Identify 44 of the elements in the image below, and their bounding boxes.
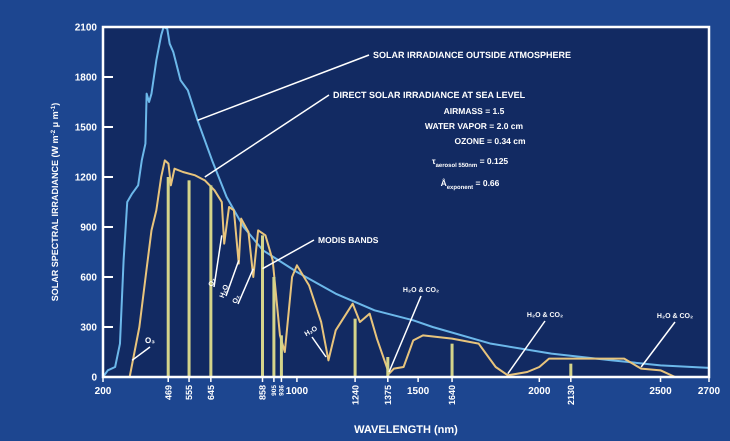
annotation: τ$_{aerosol 550nm}$ = 0.125 [432,156,508,169]
x-tick-label: 200 [94,386,112,397]
bar [450,344,454,377]
x-tick-label: 1000 [286,386,308,397]
bar [386,357,390,377]
annotation: 2130 [566,385,576,406]
annotation: 1375 [382,385,393,406]
annotation: Å$_{exponent}$ = 0.66 [440,178,500,191]
bar [261,235,264,377]
line-series [128,159,676,378]
annotation: 555 [184,385,194,400]
bar [280,335,283,377]
y-tick-label: 300 [80,322,98,334]
y-tick-label: 600 [80,272,98,284]
annotation: 1640 [447,385,458,406]
annotation: 469 [163,385,174,400]
bar [188,180,191,377]
annotation: OZONE = 0.34 cm [454,136,526,146]
annotation: O₃ [145,336,156,345]
bar [209,185,212,377]
bar [166,177,170,377]
x-tick-label: 2700 [698,386,721,397]
y-tick-label: 1800 [74,72,98,84]
bar [272,277,276,377]
annotation: DIRECT SOLAR IRRADIANCE AT SEA LEVEL [333,90,526,100]
annotation: MODIS BANDS [318,235,379,245]
x-tick-label: 2000 [528,386,551,397]
y-tick-label: 1500 [74,122,98,134]
annotation: WATER VAPOR = 2.0 cm [424,121,524,131]
line-series [102,26,710,378]
bar [569,364,572,377]
x-axis-title: WAVELENGTH (nm) [354,424,458,436]
y-tick-label: 1200 [74,172,98,184]
y-tick-label: 0 [91,372,98,384]
y-tick-label: 900 [80,222,98,234]
annotation: 645 [206,385,216,400]
x-tick-label: 2500 [649,386,672,397]
annotation: 858 [258,385,268,400]
bar [354,318,357,377]
annotation: 1240 [350,385,360,406]
y-tick-label: 2100 [74,22,98,34]
annotation: SOLAR IRRADIANCE OUTSIDE ATMOSPHERE [373,50,572,60]
x-tick-label: 1500 [406,386,430,397]
annotation: AIRMASS = 1.5 [444,106,505,116]
